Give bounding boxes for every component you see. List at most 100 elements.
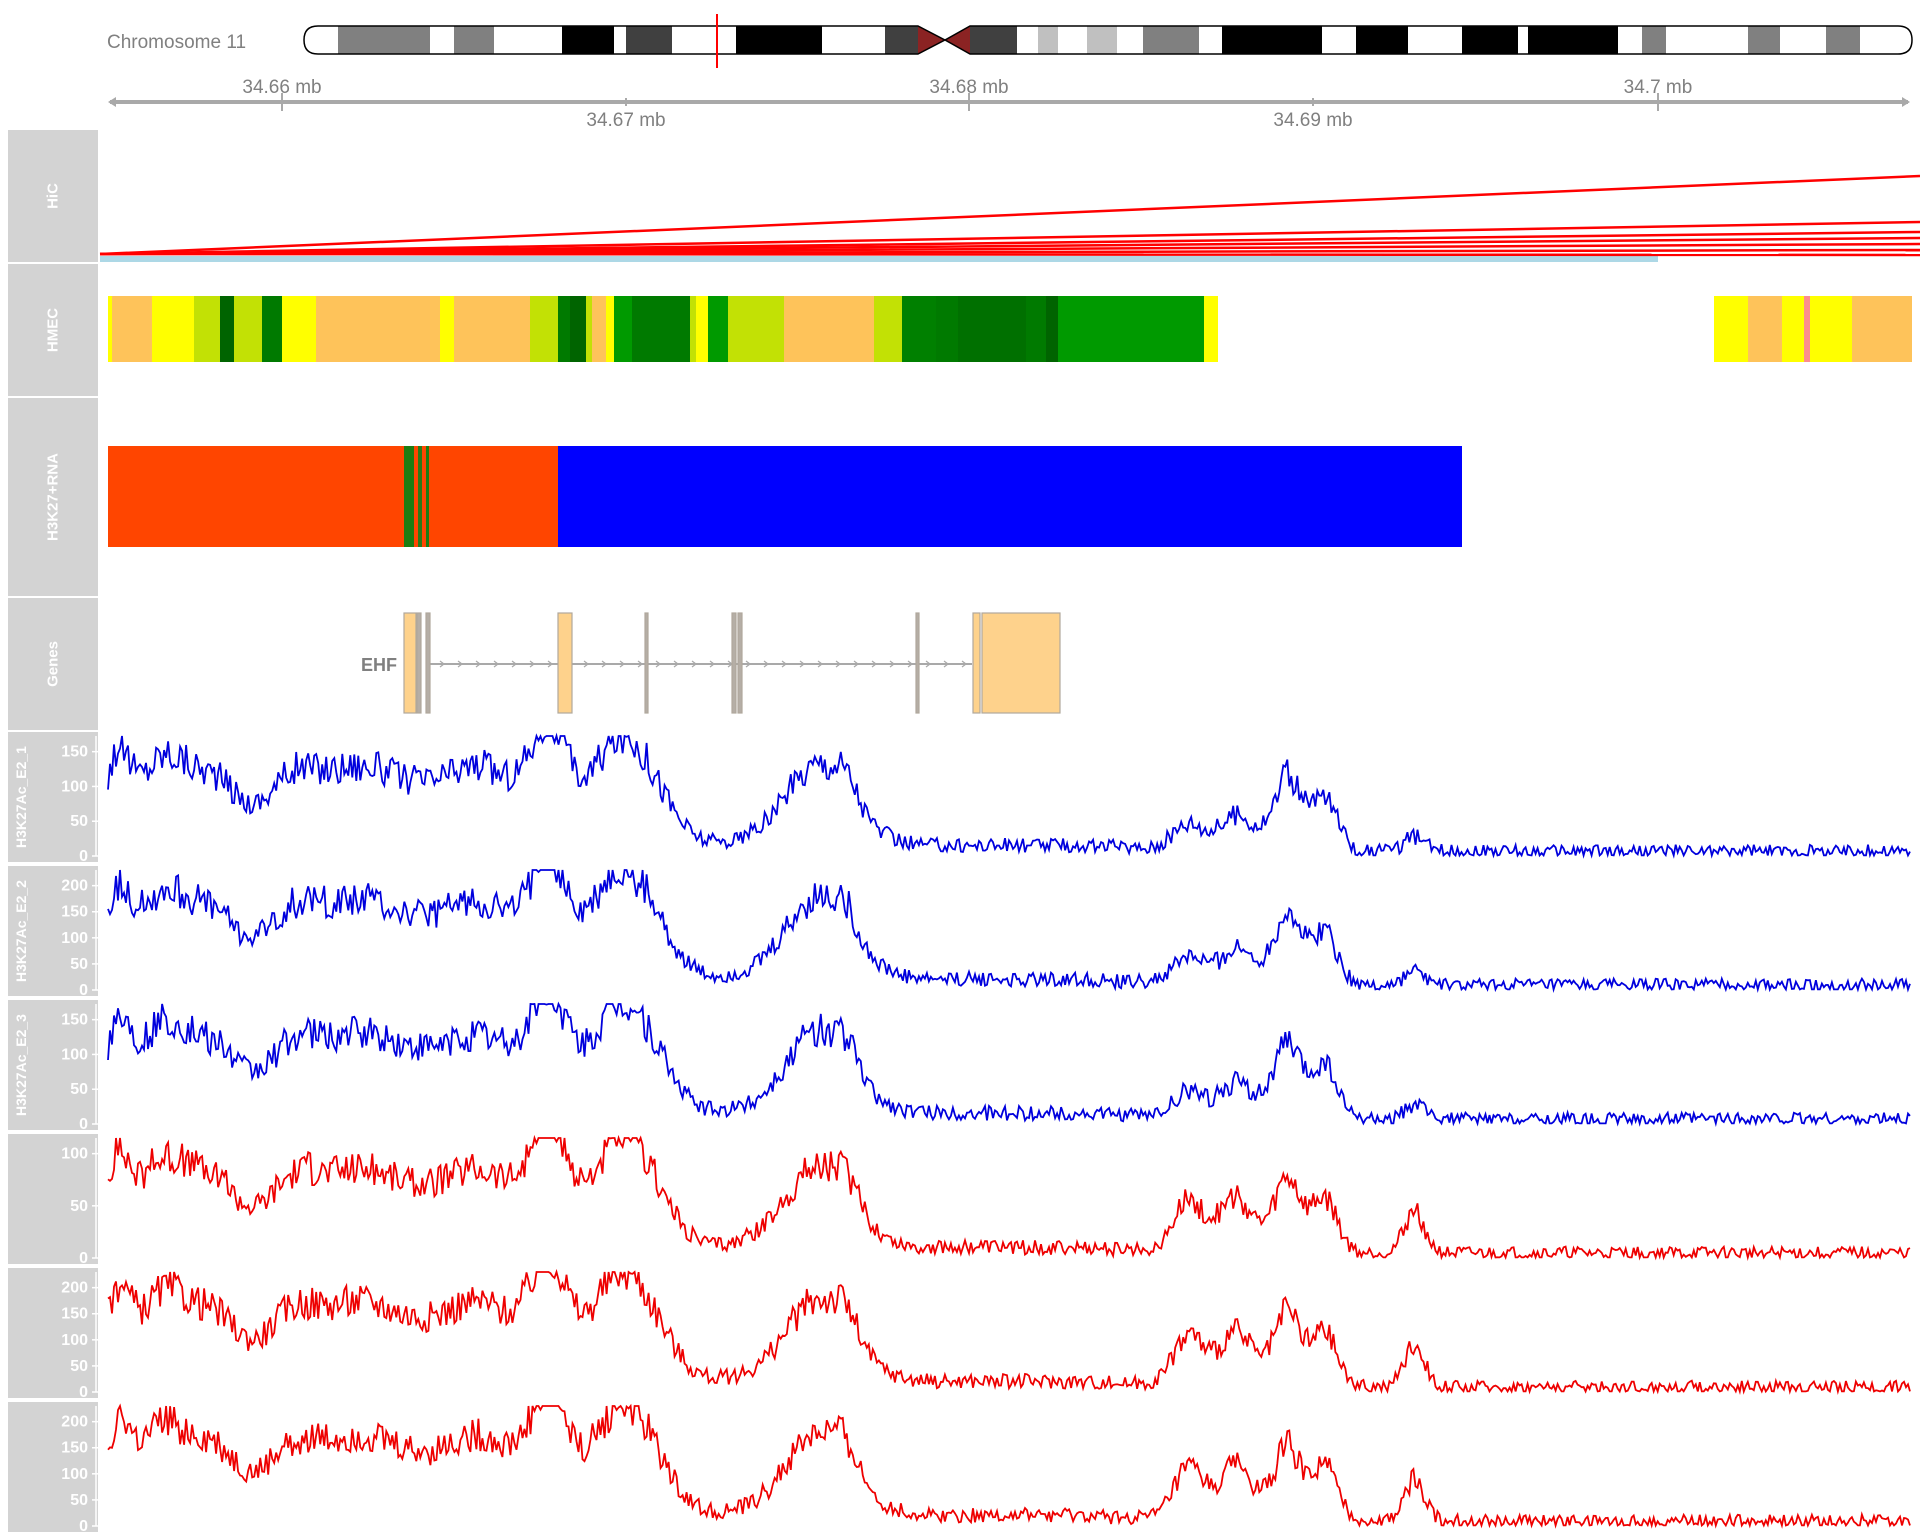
signal-track-label: H3K27Ac_E2_1: [13, 746, 29, 848]
chromatin-state-segment: [632, 296, 690, 362]
chromatin-state-segment: [1804, 296, 1810, 362]
rna-segment: [558, 446, 1462, 547]
y-axis-tick-label: 50: [70, 1492, 88, 1509]
strand-arrow: [583, 660, 589, 668]
gene-model-ehf[interactable]: EHF: [361, 612, 1061, 714]
chromatin-state-segment: [614, 296, 632, 362]
y-axis-tick-label: 100: [61, 1146, 88, 1163]
y-axis-tick-label: 200: [61, 1414, 88, 1431]
chromosome-band: [304, 26, 338, 54]
strand-arrow: [547, 660, 553, 668]
chromatin-state-segment: [728, 296, 784, 362]
y-axis-tick-label: 150: [61, 1306, 88, 1323]
chromatin-state-segment: [316, 296, 440, 362]
strand-arrow: [889, 660, 895, 668]
strand-arrow: [457, 660, 463, 668]
y-axis-tick-label: 0: [79, 1518, 88, 1535]
strand-arrow: [943, 660, 949, 668]
chromosome-band: [1642, 26, 1666, 54]
chromosome-band: [614, 26, 626, 54]
y-axis-tick-label: 0: [79, 848, 88, 865]
chromosome-band: [626, 26, 672, 54]
exon: [403, 612, 417, 714]
chromosome-band: [885, 26, 918, 54]
rna-segment: [426, 446, 429, 547]
chromatin-state-segment: [530, 296, 558, 362]
y-axis-tick-label: 50: [70, 1081, 88, 1098]
strand-arrow: [691, 660, 697, 668]
hmec-track-label: HMEC: [8, 264, 99, 396]
chromosome-band: [1666, 26, 1748, 54]
signal-line: [107, 1134, 1911, 1261]
chromatin-state-segment: [440, 296, 454, 362]
chromatin-state-segment: [108, 296, 112, 362]
chromatin-state-segment: [282, 296, 296, 362]
strand-arrow: [763, 660, 769, 668]
y-axis-tick-label: 100: [61, 778, 88, 795]
chromosome-band: [1143, 26, 1199, 54]
strand-arrow: [907, 660, 913, 668]
chromosome-band: [430, 26, 454, 54]
y-axis-tick-label: 50: [70, 1198, 88, 1215]
chromosome-band: [672, 26, 736, 54]
chromatin-state-segment: [1026, 296, 1046, 362]
y-axis-tick-label: 100: [61, 1466, 88, 1483]
exon: [416, 612, 422, 714]
strand-arrow: [745, 660, 751, 668]
chromatin-state-segment: [220, 296, 234, 362]
exon: [731, 612, 737, 714]
signal-track-label: H3K27Ac_E2_2: [13, 880, 29, 982]
signal-track-label-panel: [8, 732, 98, 862]
chromatin-state-segment: [262, 296, 282, 362]
y-axis-tick-label: 0: [79, 1250, 88, 1267]
y-axis-tick-label: 100: [61, 930, 88, 947]
chromosome-band: [1826, 26, 1860, 54]
chromatin-state-segment: [874, 296, 902, 362]
chromosome-band: [1199, 26, 1222, 54]
h3k27-rna-track: [108, 446, 1462, 547]
chromosome-band: [1356, 26, 1408, 54]
strand-arrow: [781, 660, 787, 668]
strand-arrow: [601, 660, 607, 668]
chromatin-state-segment: [112, 296, 152, 362]
chromatin-state-segment: [1714, 296, 1748, 362]
strand-arrow: [493, 660, 499, 668]
chromatin-state-segment: [1058, 296, 1204, 362]
chromatin-state-segment: [606, 296, 614, 362]
signal-track-label-panel: [8, 1402, 98, 1532]
y-axis-tick-label: 100: [61, 1332, 88, 1349]
chromatin-state-segment: [200, 296, 220, 362]
chromatin-state-segment: [696, 296, 708, 362]
exon: [737, 612, 743, 714]
y-axis-tick-label: 0: [79, 1384, 88, 1401]
chromosome-band: [736, 26, 822, 54]
chromatin-state-segment: [690, 296, 696, 362]
genome-axis: 34.66 mb 34.68 mb 34.7 mb 34.67 mb 34.69…: [108, 77, 1910, 131]
chromosome-ideogram[interactable]: [303, 14, 1913, 68]
strand-arrow: [637, 660, 643, 668]
chromosome-band: [1222, 26, 1322, 54]
chromosome-band: [1748, 26, 1780, 54]
signal-line: [107, 869, 1911, 993]
hic-region-bar: [100, 256, 1658, 262]
y-axis-tick-label: 50: [70, 956, 88, 973]
chromatin-state-segment: [570, 296, 586, 362]
signal-line: [107, 732, 1911, 859]
axis-tick-label: 34.7 mb: [1624, 77, 1693, 98]
strand-arrow: [655, 660, 661, 668]
rna-segment: [404, 446, 414, 547]
strand-arrow: [709, 660, 715, 668]
strand-arrow: [529, 660, 535, 668]
strand-arrow: [817, 660, 823, 668]
y-axis-tick-label: 150: [61, 744, 88, 761]
chromosome-band: [1038, 26, 1058, 54]
y-axis-tick-label: 150: [61, 1012, 88, 1029]
strand-arrow: [799, 660, 805, 668]
chromosome-band: [494, 26, 562, 54]
strand-arrow: [439, 660, 445, 668]
signal-track-label-panel: [8, 1268, 98, 1398]
chromosome-band: [945, 26, 970, 54]
chromatin-state-segment: [194, 296, 200, 362]
chromosome-band: [1618, 26, 1642, 54]
chromosome-band: [1518, 26, 1528, 54]
